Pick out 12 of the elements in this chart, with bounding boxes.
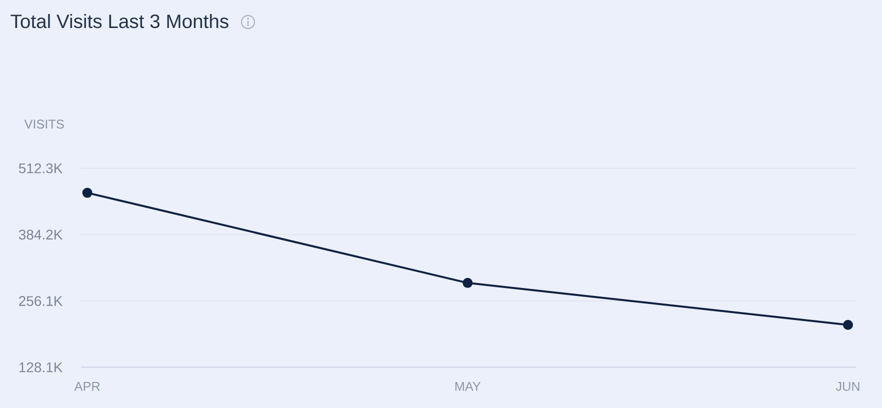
x-tick-label: APR xyxy=(74,382,100,391)
point xyxy=(82,188,92,198)
x-tick-label: JUN xyxy=(836,382,860,391)
y-tick-label: 256.1K xyxy=(19,296,63,306)
y-axis-title: VISITS xyxy=(24,120,64,129)
point xyxy=(843,320,853,330)
y-tick-label: 128.1K xyxy=(19,362,63,372)
chart-title: Total Visits Last 3 Months xyxy=(10,14,228,28)
x-tick-label: MAY xyxy=(455,382,481,391)
y-tick-label: 512.3K xyxy=(18,163,63,174)
point xyxy=(462,278,473,288)
y-tick-label: 384.2K xyxy=(18,230,63,240)
